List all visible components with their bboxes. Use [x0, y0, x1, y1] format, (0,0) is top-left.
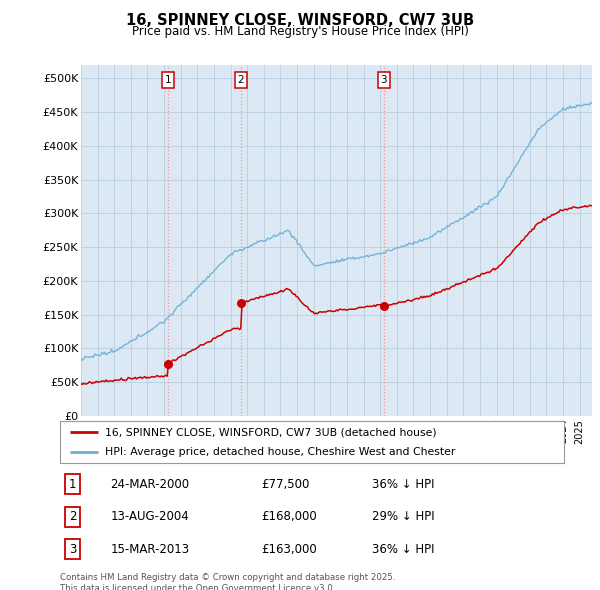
Text: Contains HM Land Registry data © Crown copyright and database right 2025.
This d: Contains HM Land Registry data © Crown c…: [60, 573, 395, 590]
Text: HPI: Average price, detached house, Cheshire West and Chester: HPI: Average price, detached house, Ches…: [106, 447, 456, 457]
Text: 1: 1: [164, 75, 171, 85]
Text: £163,000: £163,000: [262, 543, 317, 556]
Text: 24-MAR-2000: 24-MAR-2000: [110, 478, 190, 491]
Text: 3: 3: [380, 75, 387, 85]
Text: 2: 2: [69, 510, 76, 523]
Text: £77,500: £77,500: [262, 478, 310, 491]
Text: 29% ↓ HPI: 29% ↓ HPI: [373, 510, 435, 523]
Text: 16, SPINNEY CLOSE, WINSFORD, CW7 3UB: 16, SPINNEY CLOSE, WINSFORD, CW7 3UB: [126, 13, 474, 28]
Text: 3: 3: [69, 543, 76, 556]
Text: £168,000: £168,000: [262, 510, 317, 523]
Text: 16, SPINNEY CLOSE, WINSFORD, CW7 3UB (detached house): 16, SPINNEY CLOSE, WINSFORD, CW7 3UB (de…: [106, 428, 437, 438]
Text: 13-AUG-2004: 13-AUG-2004: [110, 510, 189, 523]
Text: 1: 1: [69, 478, 76, 491]
Text: 36% ↓ HPI: 36% ↓ HPI: [373, 478, 435, 491]
Text: 2: 2: [238, 75, 244, 85]
Text: 36% ↓ HPI: 36% ↓ HPI: [373, 543, 435, 556]
Text: 15-MAR-2013: 15-MAR-2013: [110, 543, 190, 556]
Text: Price paid vs. HM Land Registry's House Price Index (HPI): Price paid vs. HM Land Registry's House …: [131, 25, 469, 38]
